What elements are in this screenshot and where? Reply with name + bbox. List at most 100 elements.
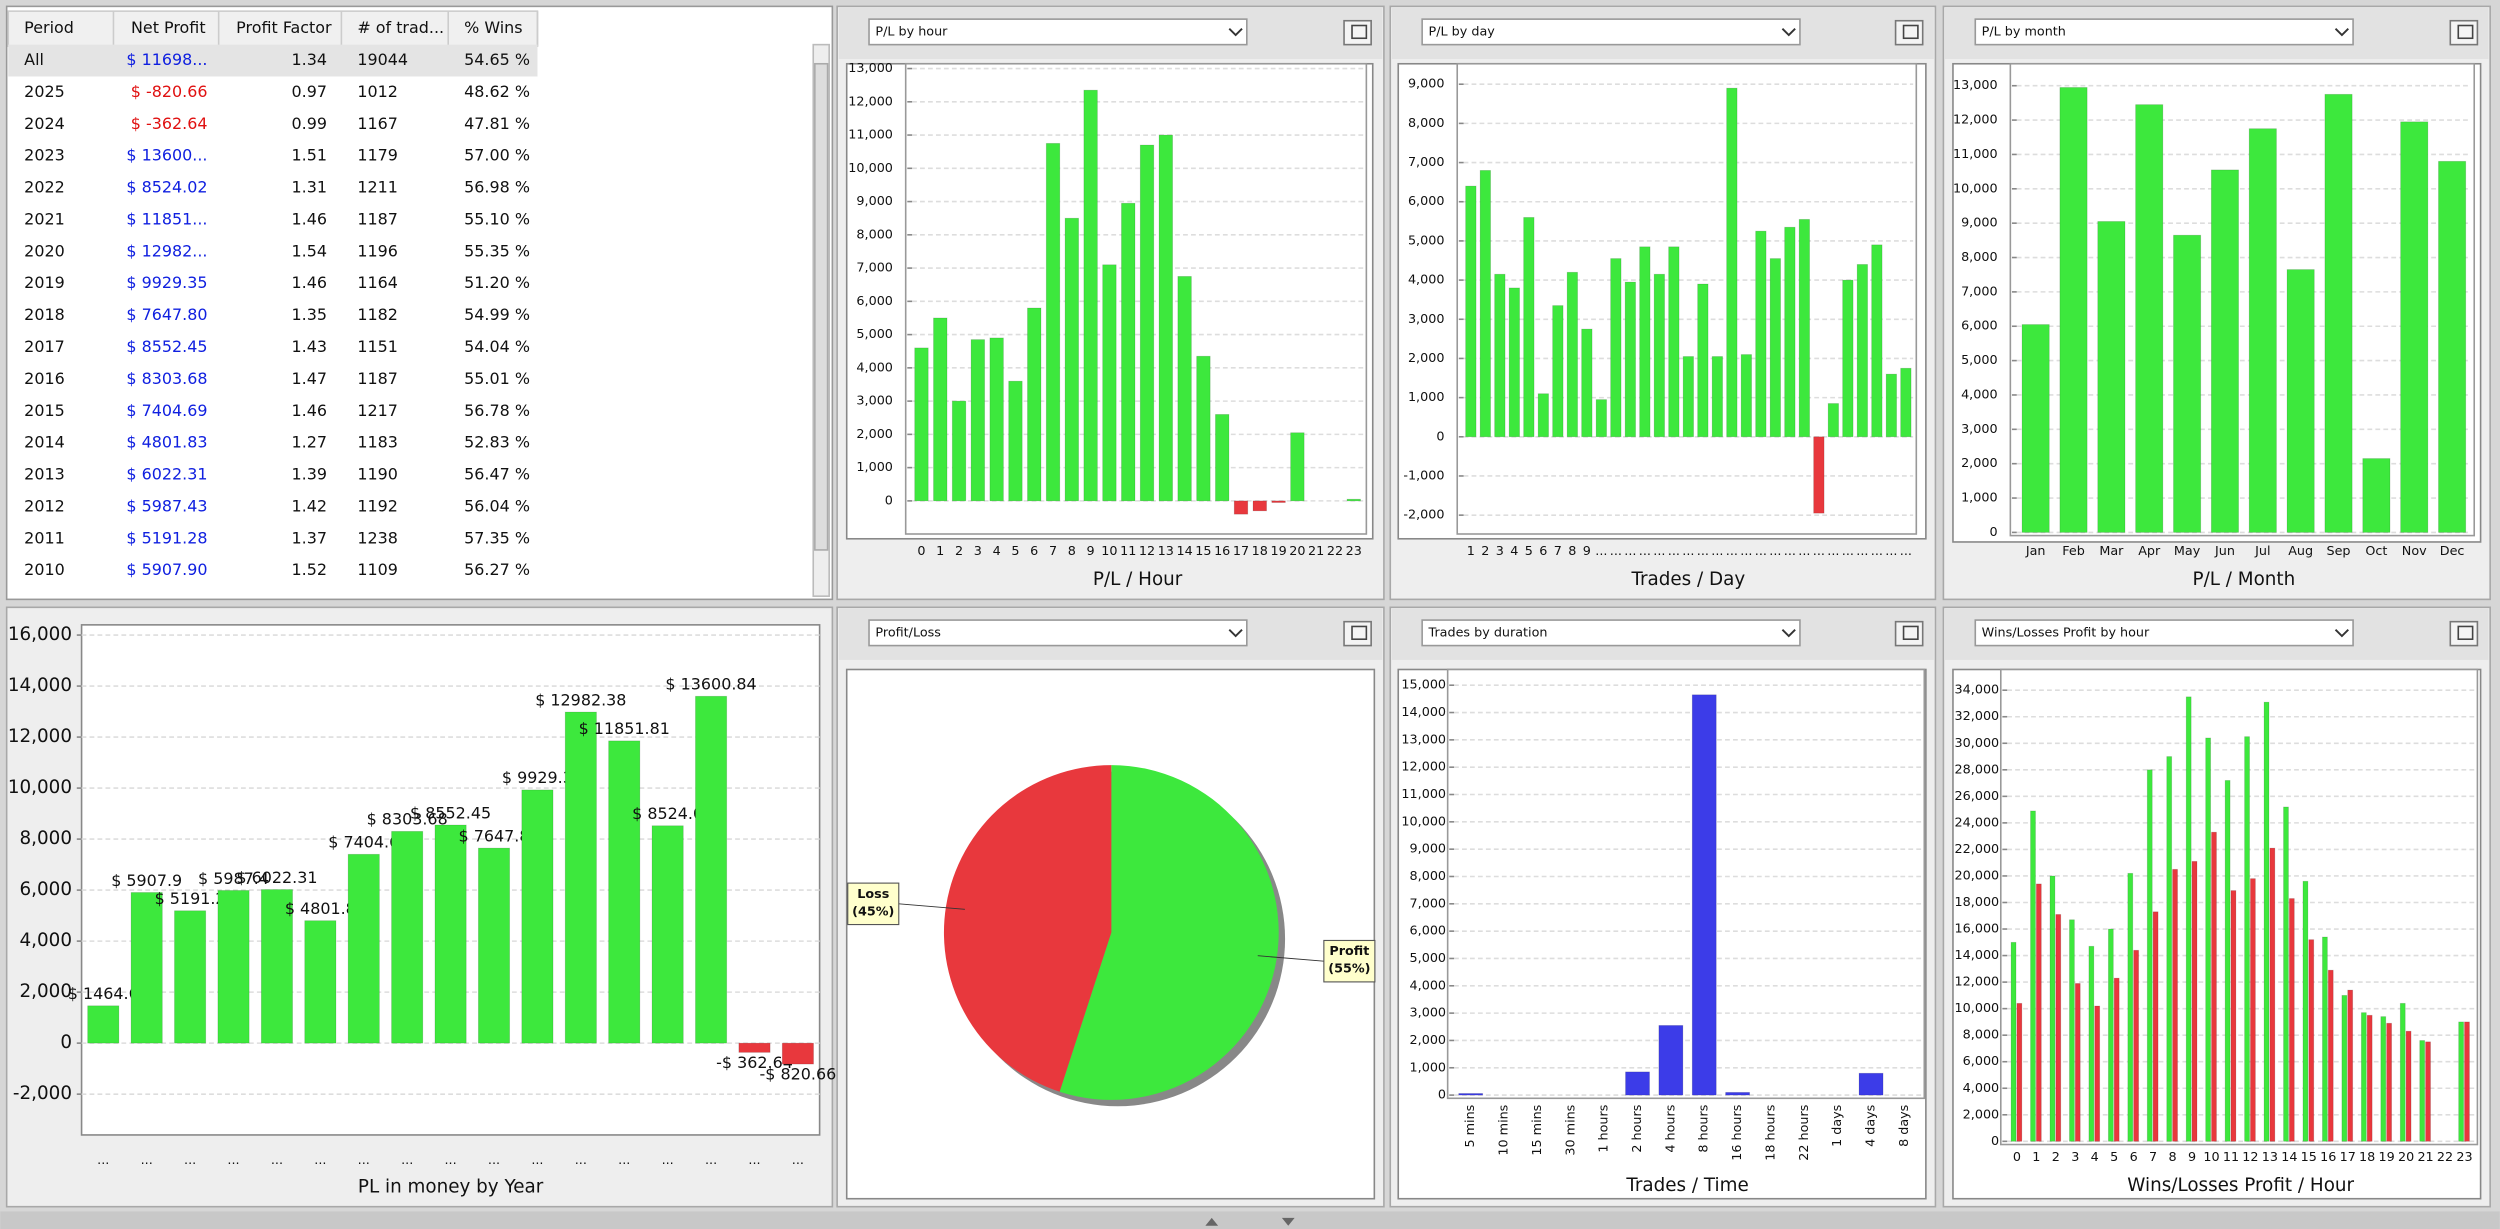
dropdown-arrow[interactable] bbox=[1781, 28, 1796, 37]
y-tick-label: 7,000 bbox=[1410, 896, 1447, 911]
bar bbox=[2010, 941, 2017, 1142]
table-cell: 1187 bbox=[357, 209, 398, 228]
plot-area bbox=[2009, 62, 2476, 537]
chart-selector[interactable] bbox=[868, 18, 1248, 46]
x-tick-label: ... bbox=[488, 1153, 500, 1168]
x-tick-label: 22 bbox=[2437, 1150, 2453, 1165]
bar bbox=[1158, 134, 1173, 502]
dropdown-arrow[interactable] bbox=[2334, 28, 2349, 37]
bar bbox=[2107, 928, 2114, 1142]
table-cell: 1164 bbox=[357, 273, 398, 292]
table-cell: 55.01 % bbox=[464, 369, 530, 388]
x-tick-label: 14 bbox=[1176, 544, 1192, 559]
y-tick-label: 1,000 bbox=[1961, 491, 1998, 506]
maximize-icon[interactable] bbox=[1351, 625, 1368, 641]
chart-selector-text[interactable]: P/L by hour bbox=[875, 24, 948, 39]
y-tick-label: 16,000 bbox=[8, 624, 72, 645]
chart-selector-text[interactable]: Wins/Losses Profit by hour bbox=[1982, 625, 2150, 640]
y-tick-label: 13,000 bbox=[848, 61, 893, 76]
bar bbox=[1725, 1091, 1751, 1096]
bar bbox=[1252, 500, 1267, 512]
x-tick-label: 22 hours bbox=[1797, 1104, 1812, 1160]
table-cell: 2018 bbox=[24, 305, 65, 324]
x-tick-label: 20 bbox=[1289, 544, 1305, 559]
chart-selector[interactable] bbox=[868, 619, 1248, 647]
y-tick-label: 34,000 bbox=[1955, 683, 2000, 698]
maximize-icon[interactable] bbox=[2457, 24, 2474, 40]
bar bbox=[1625, 1071, 1650, 1096]
table-header bbox=[7, 10, 539, 48]
splitter[interactable] bbox=[0, 1211, 2500, 1229]
bar bbox=[347, 853, 380, 1044]
table-cell: $ 5191.28 bbox=[126, 528, 207, 547]
table-cell: 1183 bbox=[357, 433, 398, 452]
y-tick-label: 6,000 bbox=[1961, 319, 1998, 334]
table-cell: All bbox=[24, 50, 44, 69]
table-cell: $ 7647.80 bbox=[126, 305, 207, 324]
table-cell: 1.42 bbox=[292, 496, 328, 515]
chart-selector[interactable] bbox=[1974, 18, 2354, 46]
selected-row[interactable] bbox=[8, 44, 538, 77]
x-tick-label: ... bbox=[1595, 544, 1607, 559]
maximize-icon[interactable] bbox=[2457, 625, 2474, 641]
splitter-arrows[interactable] bbox=[1205, 1217, 1295, 1226]
table-cell: 54.65 % bbox=[464, 50, 530, 69]
bar bbox=[2224, 780, 2231, 1142]
bar bbox=[2263, 701, 2270, 1142]
bar bbox=[970, 339, 986, 502]
bar bbox=[1177, 276, 1192, 502]
x-tick-label: 30 mins bbox=[1563, 1104, 1578, 1155]
x-tick-label: 19 bbox=[2379, 1150, 2395, 1165]
bar bbox=[2205, 737, 2212, 1142]
bar bbox=[1624, 281, 1636, 438]
bar bbox=[434, 824, 467, 1044]
x-tick-label: 4 bbox=[993, 544, 1001, 559]
chart-selector-text[interactable]: Trades by duration bbox=[1428, 625, 1548, 640]
table-cell: 2019 bbox=[24, 273, 65, 292]
bar bbox=[2425, 1041, 2431, 1142]
x-tick-label: ... bbox=[1668, 544, 1680, 559]
maximize-icon[interactable] bbox=[1902, 24, 1919, 40]
dropdown-arrow[interactable] bbox=[1228, 628, 1243, 638]
maximize-icon[interactable] bbox=[1351, 24, 1368, 40]
bar bbox=[2210, 169, 2239, 533]
x-tick-label: 13 bbox=[1158, 544, 1174, 559]
x-tick-label: ... bbox=[575, 1153, 587, 1168]
dropdown-arrow[interactable] bbox=[2334, 628, 2349, 638]
chart-selector[interactable] bbox=[1421, 18, 1801, 46]
bar bbox=[1008, 380, 1023, 502]
bar bbox=[1027, 307, 1042, 502]
x-tick-label: 11 bbox=[1120, 544, 1136, 559]
chart-selector[interactable] bbox=[1421, 619, 1801, 647]
chart-selector-text[interactable]: P/L by month bbox=[1982, 24, 2066, 39]
x-tick-label: 16 bbox=[1214, 544, 1230, 559]
leader-line bbox=[1257, 955, 1324, 962]
data-label: $ 8524.0 bbox=[632, 804, 703, 823]
bar bbox=[2088, 945, 2095, 1142]
data-label: $ 5987.4 bbox=[198, 869, 269, 888]
dropdown-arrow[interactable] bbox=[1781, 628, 1796, 638]
y-tick-label: 6,000 bbox=[1410, 924, 1447, 939]
y-tick-label: 12,000 bbox=[848, 94, 893, 109]
chart-selector[interactable] bbox=[1974, 619, 2354, 647]
data-label: $ 7647.8 bbox=[459, 826, 530, 845]
table-cell: 0.99 bbox=[292, 114, 328, 133]
pie-value-label: (55%) bbox=[1328, 962, 1370, 977]
y-tick-label: 8,000 bbox=[1963, 1028, 2000, 1043]
x-tick-label: 2 hours bbox=[1630, 1104, 1645, 1152]
chart-selector-text[interactable]: P/L by day bbox=[1429, 24, 1496, 39]
table-cell: 1179 bbox=[357, 146, 398, 165]
y-tick-label: 6,000 bbox=[1963, 1054, 2000, 1069]
y-tick-label: 4,000 bbox=[1961, 387, 1998, 402]
maximize-icon[interactable] bbox=[1902, 625, 1919, 641]
table-cell: 51.20 % bbox=[464, 273, 530, 292]
chart-selector-text[interactable]: Profit/Loss bbox=[875, 625, 941, 640]
data-label: $ 4801.8 bbox=[285, 899, 356, 918]
dropdown-arrow[interactable] bbox=[1228, 28, 1243, 37]
table-cell: 1182 bbox=[357, 305, 398, 324]
bar bbox=[1639, 246, 1651, 438]
x-tick-label: 4 bbox=[2091, 1150, 2099, 1165]
y-tick-label: 20,000 bbox=[1955, 868, 2000, 883]
scroll-thumb[interactable] bbox=[814, 62, 829, 551]
x-tick-label: 17 bbox=[1233, 544, 1249, 559]
